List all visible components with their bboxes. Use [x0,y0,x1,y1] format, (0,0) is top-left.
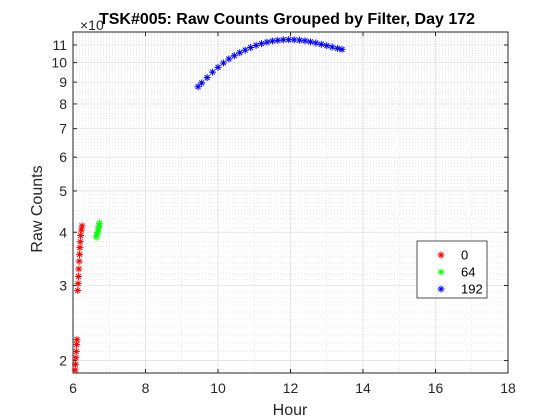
data-point [241,46,249,54]
y-tick-label: 2 [59,353,67,369]
data-point [317,40,325,48]
y-tick-label: 8 [59,96,67,112]
legend-marker [437,251,445,259]
y-tick-label: 7 [59,121,67,137]
data-point [306,38,314,46]
data-point [75,265,83,273]
data-point [252,41,260,49]
data-point [296,36,304,44]
data-point [73,341,81,349]
legend-label: 64 [461,265,475,280]
data-point [76,244,84,252]
y-axis-label: Raw Counts [29,165,46,252]
x-tick-label: 8 [142,380,150,396]
data-point [75,257,83,265]
data-point [203,74,211,82]
data-point [74,287,82,295]
data-point [74,280,82,288]
x-tick-label: 10 [210,380,226,396]
data-point [74,272,82,280]
data-point [198,79,206,87]
data-point [76,238,84,246]
data-point [77,226,85,234]
data-point [214,63,222,71]
y-tick-label: 3 [59,278,67,294]
data-point [225,55,233,63]
data-point [274,36,282,44]
data-point [71,366,79,374]
legend-marker [437,285,445,293]
data-point [219,59,227,67]
data-point [194,83,202,91]
series-0 [71,222,86,374]
data-point [77,232,85,240]
y-exponent-label: ×10 [80,17,104,33]
data-point [76,250,84,258]
data-point [72,360,80,368]
data-point [209,68,217,76]
x-tick-label: 12 [283,380,299,396]
y-tick-label: 5 [59,183,67,199]
data-point [258,40,265,48]
data-point [279,36,287,44]
y-tick-label: 4 [59,224,67,240]
y-tick-label: 11 [52,37,67,53]
x-axis-ticks: 6 8 10 12 14 16 18 [69,32,516,396]
data-point [95,219,103,227]
data-point [94,228,102,236]
legend-box [416,240,488,299]
series-192 [194,36,346,91]
data-point [290,36,298,44]
data-point [236,49,244,57]
data-point [73,336,81,344]
legend-label: 0 [461,248,468,263]
data-point [93,231,101,239]
data-point [328,43,336,51]
legend-label: 192 [461,282,483,297]
y-tick-label: 6 [59,149,67,165]
x-tick-label: 14 [355,380,371,396]
data-point [285,36,293,44]
data-point [323,42,331,50]
y-axis-ticks: 2 3 4 5 6 7 8 9 10 11 [51,37,508,369]
x-axis-label: Hour [273,402,308,419]
legend-marker [437,268,445,276]
legend[interactable]: 0 64 192 [416,240,488,299]
data-point [247,44,255,52]
x-tick-label: 6 [69,380,77,396]
x-tick-label: 18 [500,380,516,396]
data-point [72,348,80,356]
data-markers [71,36,346,374]
x-tick-label: 16 [428,380,444,396]
series-64 [92,219,103,241]
data-point [72,354,80,362]
data-point [334,44,342,52]
data-point [78,222,86,230]
data-point [312,39,320,47]
data-point [301,37,309,45]
data-point [230,52,238,60]
y-tick-label: 9 [59,74,67,90]
data-point [92,233,100,241]
y-tick-label: 10 [51,55,67,71]
data-point [263,38,271,46]
data-point [338,45,346,53]
chart-title: TSK#005: Raw Counts Grouped by Filter, D… [99,11,475,28]
data-point [268,37,276,45]
